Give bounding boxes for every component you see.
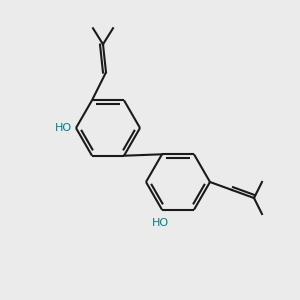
Text: HO: HO [152,218,169,228]
Text: HO: HO [55,123,72,133]
